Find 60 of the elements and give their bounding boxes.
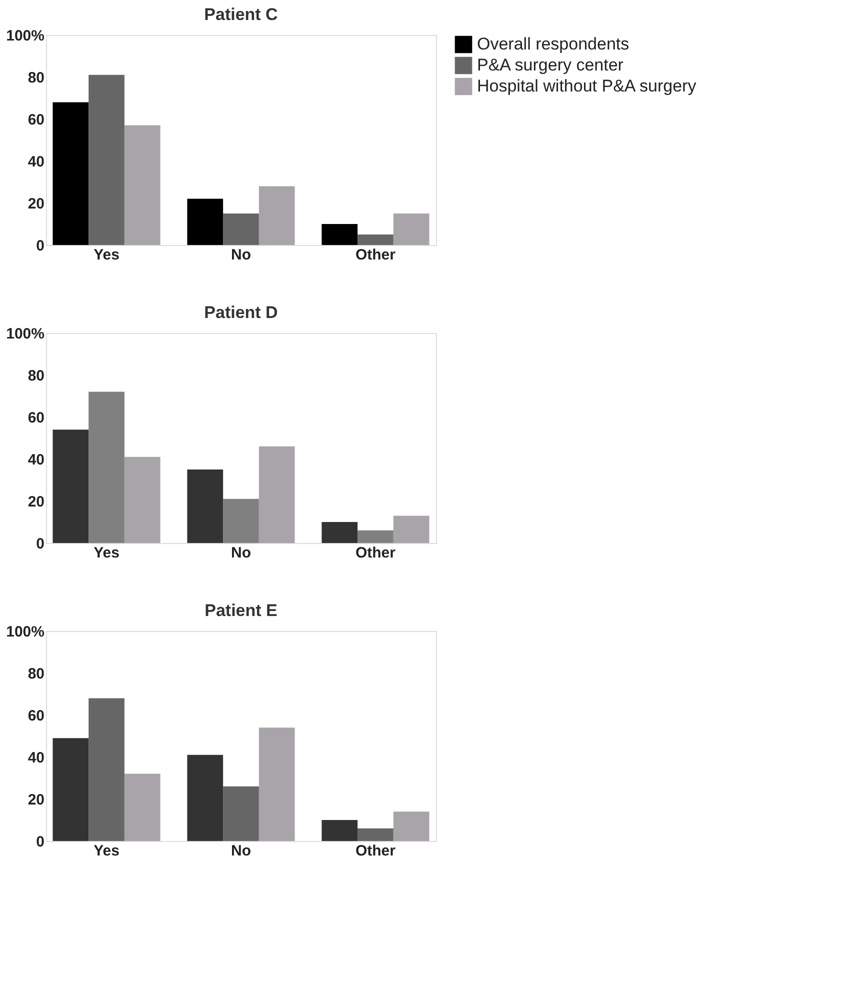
x-tick-label: Other (355, 544, 396, 562)
bar (358, 530, 394, 543)
y-tick-label: 40 (28, 154, 44, 170)
y-tick-label: 60 (28, 708, 44, 724)
bar (358, 234, 394, 245)
bar (88, 698, 124, 841)
bar (52, 738, 89, 841)
bar (258, 186, 295, 245)
bar (223, 786, 259, 841)
x-tick-label: No (231, 544, 251, 562)
x-tick-label: No (231, 842, 251, 860)
y-tick-label: 60 (28, 112, 44, 128)
bar (124, 125, 160, 245)
chart-title: Patient E (204, 601, 278, 620)
y-tick-label: 100% (6, 624, 44, 640)
bar (393, 812, 430, 841)
bar (124, 774, 160, 841)
x-tick-label: Other (355, 842, 396, 860)
bar (223, 498, 259, 543)
x-tick-label: No (231, 246, 251, 264)
legend-label: Overall respondents (477, 34, 630, 54)
bar (358, 828, 394, 841)
y-tick-label: 100% (6, 28, 44, 44)
x-tick-label: Yes (94, 842, 120, 860)
y-tick-label: 40 (28, 452, 44, 468)
y-tick-label: 40 (28, 750, 44, 766)
y-tick-label: 80 (28, 666, 44, 682)
bar (258, 728, 295, 841)
x-tick-label: Yes (94, 544, 120, 562)
bar (52, 430, 89, 543)
bar (223, 214, 259, 245)
y-tick-label: 20 (28, 196, 44, 212)
bar (393, 214, 430, 245)
y-tick-label: 60 (28, 410, 44, 426)
bar (52, 102, 89, 245)
bar (88, 74, 124, 245)
bar (88, 392, 124, 543)
legend-label: P&A surgery center (477, 56, 624, 74)
bar (393, 516, 430, 543)
bar (187, 754, 224, 841)
y-tick-label: 20 (28, 494, 44, 510)
bar (258, 446, 295, 543)
bar (322, 820, 358, 841)
x-tick-label: Yes (94, 246, 120, 264)
bar (187, 198, 224, 245)
chart-title: Patient C (204, 5, 278, 24)
bar (187, 470, 224, 543)
bar (124, 456, 160, 543)
y-tick-label: 0 (36, 238, 44, 254)
bar (322, 224, 358, 245)
y-tick-label: 0 (36, 834, 44, 850)
y-tick-label: 20 (28, 792, 44, 808)
y-tick-label: 0 (36, 536, 44, 552)
x-tick-label: Other (355, 246, 396, 264)
y-tick-label: 80 (28, 368, 44, 384)
y-tick-label: 80 (28, 70, 44, 86)
bar (322, 522, 358, 543)
chart-title: Patient D (204, 303, 278, 322)
y-tick-label: 100% (6, 326, 44, 342)
legend-label: Hospital without P&A surgery (477, 76, 697, 96)
